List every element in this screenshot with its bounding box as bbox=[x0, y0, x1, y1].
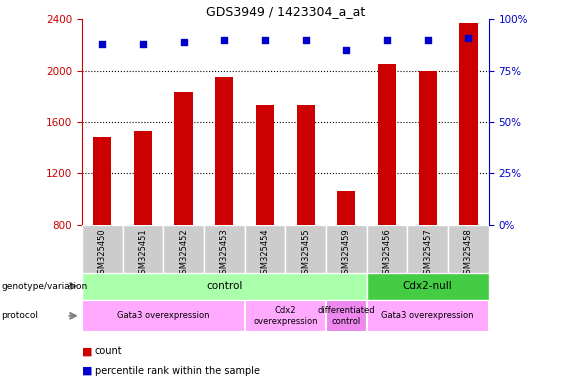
Point bbox=[98, 41, 107, 47]
Text: GSM325457: GSM325457 bbox=[423, 228, 432, 279]
Bar bbox=[215, 77, 233, 225]
Text: GSM325451: GSM325451 bbox=[138, 228, 147, 279]
Bar bbox=[134, 131, 152, 225]
Text: control: control bbox=[206, 281, 242, 291]
Point bbox=[383, 37, 392, 43]
Point bbox=[260, 37, 270, 43]
Bar bbox=[367, 300, 489, 332]
Text: Gata3 overexpression: Gata3 overexpression bbox=[381, 311, 474, 320]
Text: GSM325450: GSM325450 bbox=[98, 228, 107, 279]
Text: Cdx2-null: Cdx2-null bbox=[403, 281, 453, 291]
Point bbox=[423, 37, 432, 43]
Text: ■: ■ bbox=[82, 346, 93, 356]
Point bbox=[342, 47, 351, 53]
Bar bbox=[204, 225, 245, 273]
Text: Cdx2
overexpression: Cdx2 overexpression bbox=[253, 306, 318, 326]
Bar bbox=[82, 300, 245, 332]
Text: ■: ■ bbox=[82, 366, 93, 376]
Bar bbox=[175, 93, 193, 225]
Bar bbox=[245, 225, 285, 273]
Bar bbox=[285, 225, 326, 273]
Bar bbox=[378, 64, 396, 225]
Bar bbox=[407, 225, 448, 273]
Text: genotype/variation: genotype/variation bbox=[1, 281, 88, 291]
Point bbox=[179, 39, 188, 45]
Point bbox=[301, 37, 310, 43]
Text: GSM325458: GSM325458 bbox=[464, 228, 473, 279]
Text: protocol: protocol bbox=[1, 311, 38, 320]
Bar bbox=[297, 105, 315, 225]
Bar bbox=[123, 225, 163, 273]
Bar bbox=[82, 225, 123, 273]
Bar bbox=[337, 191, 355, 225]
Bar bbox=[256, 105, 274, 225]
Bar bbox=[326, 225, 367, 273]
Text: count: count bbox=[95, 346, 123, 356]
Bar bbox=[245, 300, 326, 332]
Point bbox=[138, 41, 147, 47]
Bar bbox=[82, 273, 367, 300]
Text: GSM325455: GSM325455 bbox=[301, 228, 310, 279]
Text: differentiated
control: differentiated control bbox=[318, 306, 375, 326]
Point bbox=[220, 37, 229, 43]
Text: percentile rank within the sample: percentile rank within the sample bbox=[95, 366, 260, 376]
Text: GSM325453: GSM325453 bbox=[220, 228, 229, 279]
Point bbox=[464, 35, 473, 41]
Text: GSM325456: GSM325456 bbox=[383, 228, 392, 279]
Bar bbox=[448, 225, 489, 273]
Text: GSM325452: GSM325452 bbox=[179, 228, 188, 279]
Bar bbox=[93, 137, 111, 225]
Bar bbox=[326, 300, 367, 332]
Bar bbox=[419, 71, 437, 225]
Text: GSM325454: GSM325454 bbox=[260, 228, 270, 279]
Text: Gata3 overexpression: Gata3 overexpression bbox=[117, 311, 210, 320]
Bar bbox=[367, 225, 407, 273]
Title: GDS3949 / 1423304_a_at: GDS3949 / 1423304_a_at bbox=[206, 5, 365, 18]
Bar bbox=[367, 273, 489, 300]
Bar bbox=[459, 23, 477, 225]
Bar bbox=[163, 225, 204, 273]
Text: GSM325459: GSM325459 bbox=[342, 228, 351, 279]
